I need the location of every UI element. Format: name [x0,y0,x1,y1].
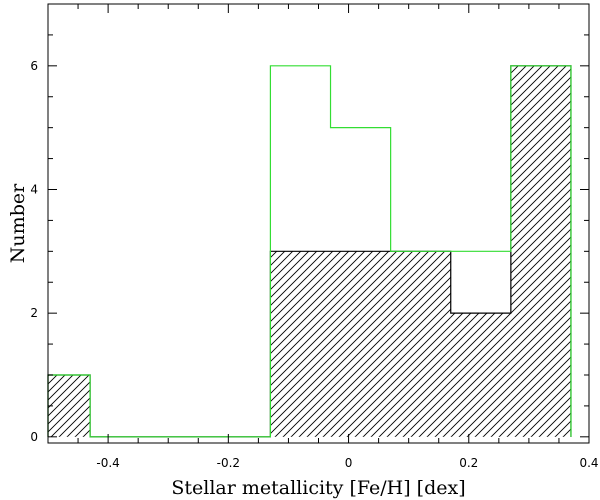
x-axis-title: Stellar metallicity [Fe/H] [dex] [171,477,465,499]
hatched-bar-4 [270,251,331,437]
axis-ticks [48,4,590,443]
hatched-series [48,65,571,437]
green-series-outline [47,65,572,438]
hatched-bar-7 [450,313,511,437]
hatched-bar-5 [330,251,391,437]
hatched-bar-6 [390,251,451,437]
x-tick-label-3: 0.2 [459,456,478,470]
x-tick-label-4: 0.4 [579,456,598,470]
tick-labels: -0.4 -0.2 0 0.2 0.4 0 2 4 6 [30,59,598,470]
y-tick-label-1: 2 [30,306,38,320]
hatched-bar-8 [510,65,571,437]
y-tick-label-3: 6 [30,59,38,73]
x-tick-label-2: 0 [345,456,353,470]
y-tick-label-0: 0 [30,430,38,444]
x-tick-label-0: -0.4 [96,456,119,470]
y-tick-label-2: 4 [30,182,38,196]
hatched-bar-0 [48,374,91,437]
x-tick-label-1: -0.2 [217,456,240,470]
y-axis-title: Number [7,183,29,263]
